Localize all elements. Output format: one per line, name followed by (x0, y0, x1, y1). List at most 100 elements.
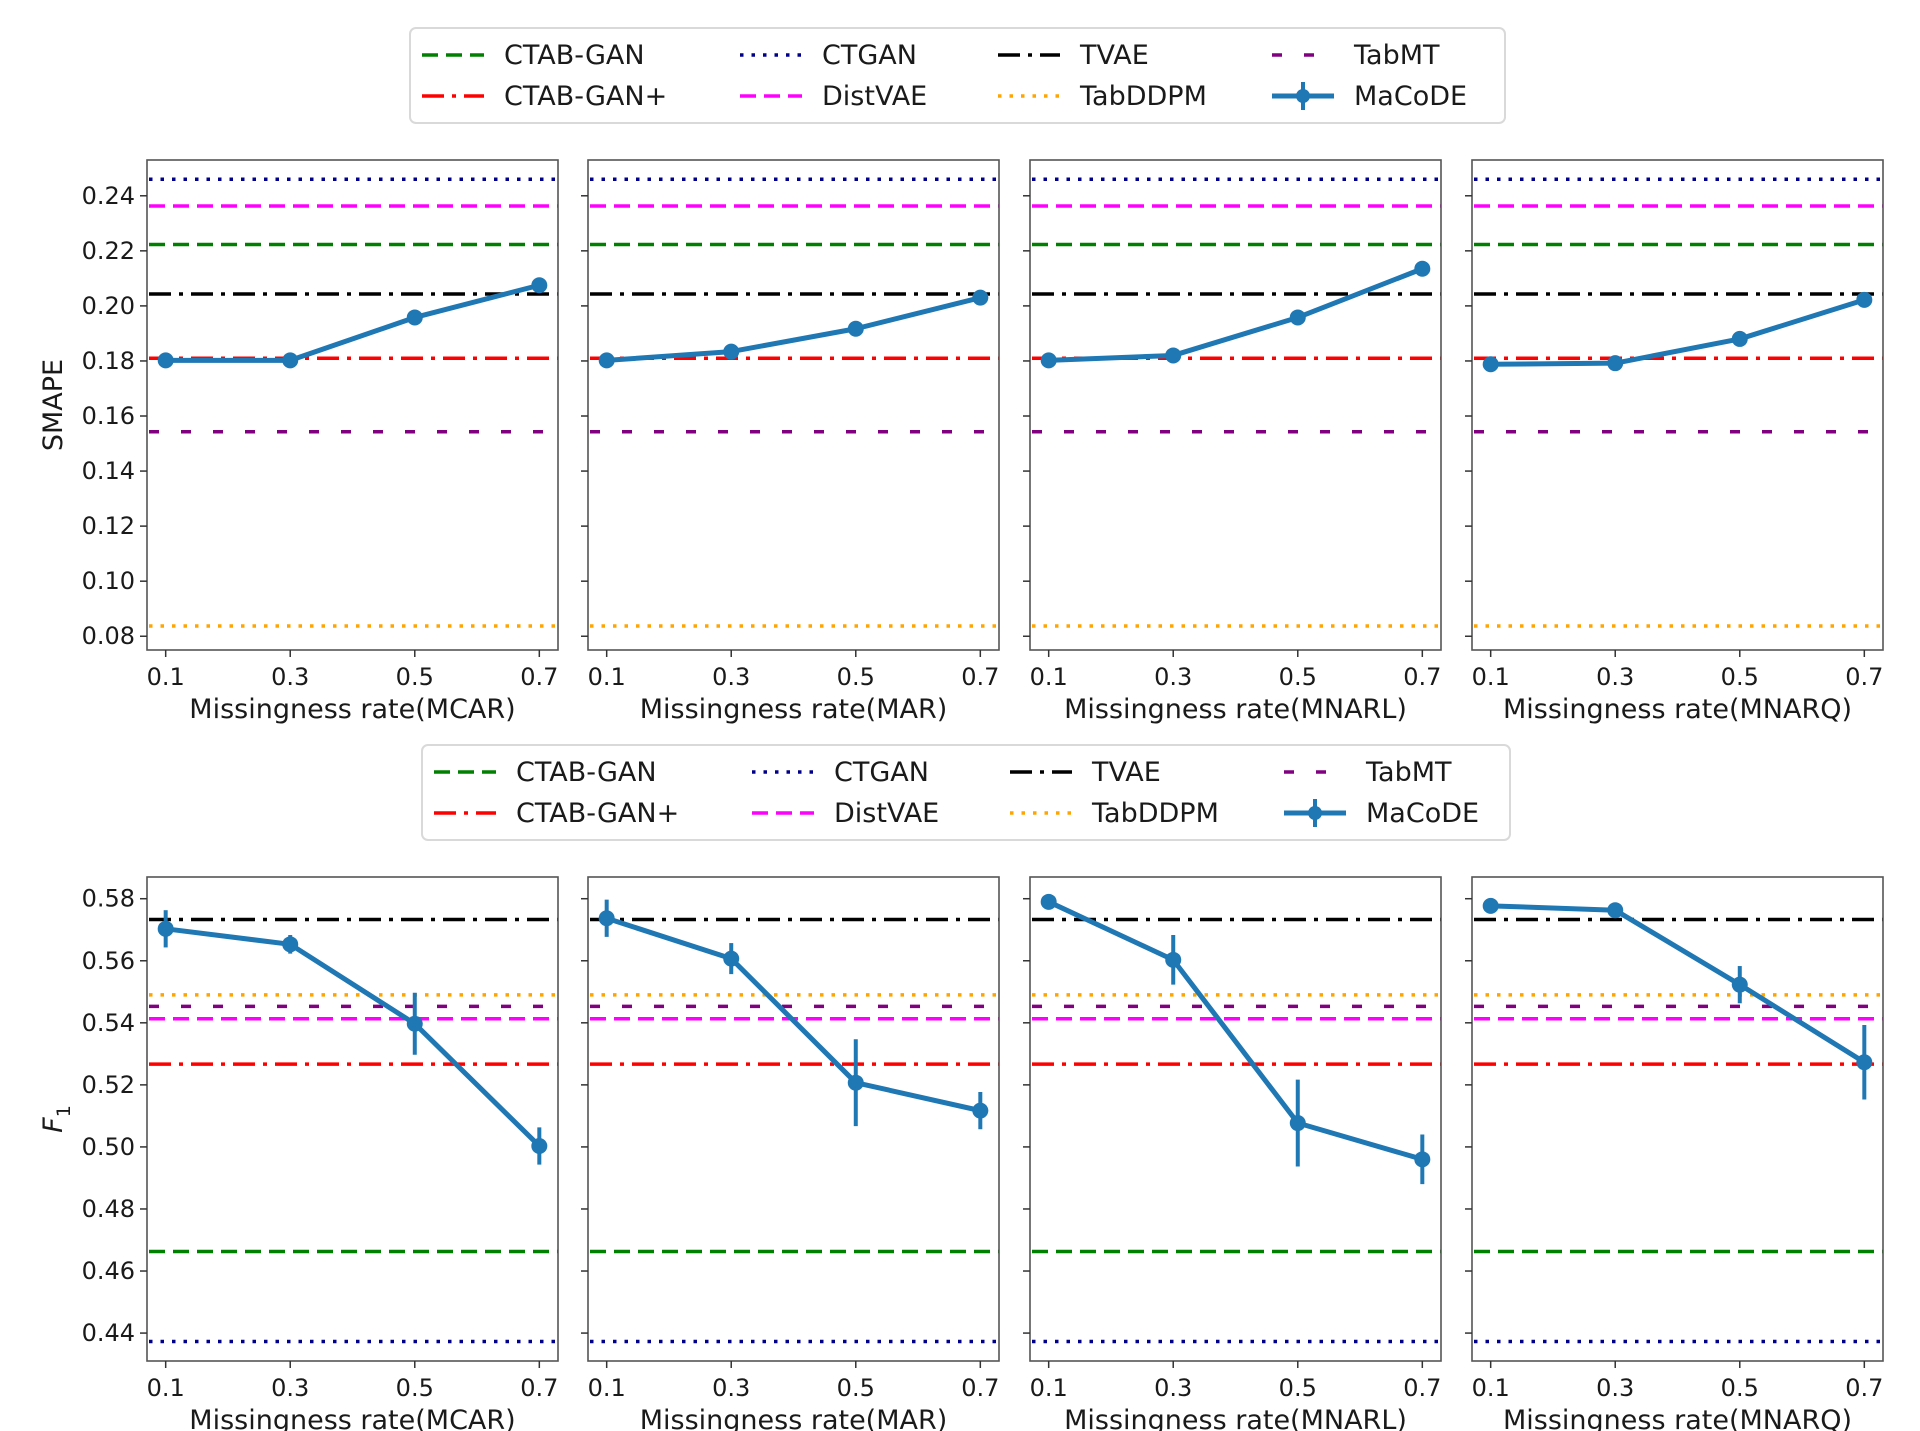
x-tick-label: 0.5 (396, 1374, 434, 1402)
x-axis-label: Missingness rate(MNARQ) (1503, 694, 1852, 725)
y-tick-label: 0.58 (82, 885, 135, 913)
x-tick-label: 0.5 (1721, 663, 1759, 691)
axes-frame (587, 876, 1000, 1362)
subplot-f1-3: 0.1 0.3 0.5 0.7 Missingness rate(MNARL) (1023, 876, 1442, 1431)
y-tick-label: 0.20 (82, 292, 135, 320)
legend-label: DistVAE (822, 81, 927, 112)
macode-point (723, 343, 740, 360)
x-tick-label: 0.1 (1030, 1374, 1068, 1402)
macode-point (1040, 893, 1057, 910)
x-tick-label: 0.7 (1845, 663, 1883, 691)
y-tick-label: 0.22 (82, 237, 135, 265)
x-axis-label: Missingness rate(MCAR) (189, 694, 515, 725)
x-tick-label: 0.3 (271, 663, 309, 691)
legend-item: CTAB-GAN+ (422, 81, 667, 112)
y-tick-label: 0.44 (82, 1319, 135, 1347)
y-tick-label: 0.10 (82, 567, 135, 595)
macode-point (1856, 1054, 1873, 1071)
macode-point (598, 352, 615, 369)
legend-item: TabDDPM (998, 81, 1207, 112)
macode-point (1165, 951, 1182, 968)
macode-point (1607, 355, 1624, 372)
macode-point (1040, 352, 1057, 369)
baseline-group (149, 177, 558, 628)
y-tick-label: 0.16 (82, 402, 135, 430)
macode-point (406, 1015, 423, 1032)
legend-item: MaCoDE (1284, 798, 1479, 829)
x-tick-label: 0.1 (147, 663, 185, 691)
macode-point (847, 320, 864, 337)
legend-label: MaCoDE (1354, 81, 1467, 112)
y-axis-label-main: F (38, 1117, 69, 1133)
x-tick-label: 0.3 (1154, 1374, 1192, 1402)
y-tick-label: 0.08 (82, 622, 135, 650)
x-axis-label: Missingness rate(MCAR) (189, 1405, 515, 1431)
legend-frame (421, 744, 1511, 841)
baseline-group (590, 917, 999, 1344)
legend-frame (409, 27, 1506, 124)
macode-line (1490, 297, 1866, 367)
baseline-group (1032, 917, 1441, 1344)
baseline-group (1474, 917, 1883, 1344)
macode-point (1289, 309, 1306, 326)
macode-line (165, 282, 540, 363)
macode-point (282, 352, 299, 369)
x-tick-label: 0.5 (1279, 1374, 1317, 1402)
macode-point (1482, 897, 1499, 914)
legend-label: CTAB-GAN+ (516, 798, 679, 829)
legend-label: TabMT (1365, 757, 1452, 788)
y-tick-label: 0.18 (82, 347, 135, 375)
macode-point (1165, 347, 1182, 364)
macode-line (1490, 903, 1866, 1065)
x-tick-label: 0.5 (1279, 663, 1317, 691)
y-tick-label: 0.50 (82, 1133, 135, 1161)
macode-point (847, 1074, 864, 1091)
baseline-group (1032, 177, 1441, 628)
x-tick-label: 0.3 (712, 663, 750, 691)
axes-frame (1029, 159, 1442, 651)
x-tick-label: 0.7 (1403, 1374, 1441, 1402)
legend-item: DistVAE (752, 798, 939, 829)
macode-point (282, 936, 299, 953)
legend: CTAB-GAN CTGAN TVAE TabMT CTAB-GAN+ DistVAE Ta… (409, 27, 1506, 124)
x-tick-label: 0.7 (520, 1374, 558, 1402)
legend-item: CTAB-GAN+ (434, 798, 679, 829)
legend-item: TabDDPM (1010, 798, 1219, 829)
x-tick-label: 0.1 (588, 1374, 626, 1402)
axes-frame (1471, 876, 1884, 1362)
subplot-f1-4: 0.1 0.3 0.5 0.7 Missingness rate(MNARQ) (1465, 876, 1884, 1431)
axes-frame (146, 159, 559, 651)
y-tick-label: 0.46 (82, 1257, 135, 1285)
x-tick-label: 0.3 (1596, 663, 1634, 691)
legend-item: TabMT (1272, 40, 1440, 71)
y-axis-label: SMAPE (38, 359, 69, 451)
x-tick-label: 0.5 (837, 1374, 875, 1402)
x-tick-label: 0.7 (961, 1374, 999, 1402)
axes-frame (587, 159, 1000, 651)
macode-point (406, 309, 423, 326)
x-axis-label: Missingness rate(MNARL) (1064, 1405, 1407, 1431)
macode-point (157, 920, 174, 937)
x-tick-label: 0.7 (961, 663, 999, 691)
axes-frame (1029, 876, 1442, 1362)
x-tick-label: 0.1 (1030, 663, 1068, 691)
x-tick-label: 0.5 (1721, 1374, 1759, 1402)
x-tick-label: 0.3 (712, 1374, 750, 1402)
macode-point (531, 1137, 548, 1154)
subplot-f1-2: 0.1 0.3 0.5 0.7 Missingness rate(MAR) (581, 876, 1000, 1431)
macode-point (1607, 902, 1624, 919)
macode-line (1047, 899, 1424, 1162)
subplot-smape-1: 0.08 0.10 0.12 0.14 0.16 0.18 0.20 0.22 0.24 0.1 0… (82, 159, 559, 725)
legend-item: CTGAN (752, 757, 929, 788)
x-tick-label: 0.3 (1154, 663, 1192, 691)
y-tick-label: 0.48 (82, 1195, 135, 1223)
legend-label: TVAE (1091, 757, 1161, 788)
y-tick-label: 0.54 (82, 1009, 135, 1037)
subplot-smape-2: 0.1 0.3 0.5 0.7 Missingness rate(MAR) (581, 159, 1000, 725)
x-tick-label: 0.5 (837, 663, 875, 691)
legend-label: TVAE (1079, 40, 1149, 71)
y-tick-label: 0.52 (82, 1071, 135, 1099)
macode-line (605, 915, 981, 1114)
x-tick-label: 0.5 (396, 663, 434, 691)
x-tick-label: 0.1 (588, 663, 626, 691)
